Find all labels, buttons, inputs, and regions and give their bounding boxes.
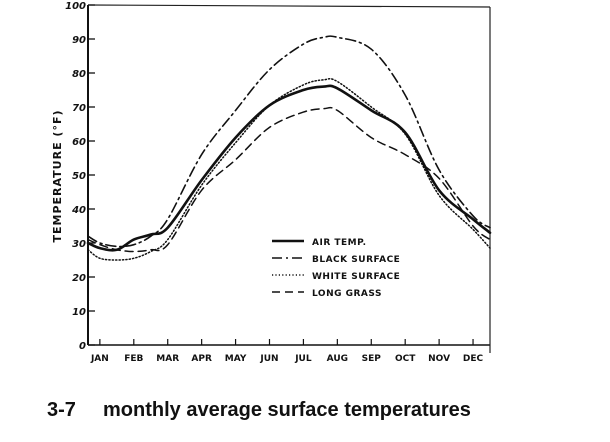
y-tick-label: 0 xyxy=(79,341,86,352)
x-tick-label: MAY xyxy=(225,354,247,364)
series-line-long-grass xyxy=(87,106,491,253)
y-tick-label: 100 xyxy=(65,1,86,12)
figure-caption: 3-7 monthly average surface temperatures xyxy=(47,399,471,422)
x-tick-label: DEC xyxy=(463,354,484,364)
series-line-white-surface xyxy=(87,77,491,261)
x-tick-label: APR xyxy=(191,354,212,364)
legend: AIR TEMP. BLACK SURFACE WHITE SURFACE LONG … xyxy=(272,238,400,299)
x-tick-label: AUG xyxy=(327,354,348,364)
x-tick-label: NOV xyxy=(428,354,450,364)
x-axis-ticks: JAN FEB MAR APR MAY JUN JUL AUG SEP OCT NOV DEC xyxy=(90,339,484,364)
legend-label-air-temp: AIR TEMP. xyxy=(312,238,366,248)
legend-label-long-grass: LONG GRASS xyxy=(312,289,382,299)
x-tick-label: JAN xyxy=(90,354,109,364)
x-tick-label: FEB xyxy=(124,354,143,364)
legend-label-white-surface: WHITE SURFACE xyxy=(312,272,400,282)
y-tick-label: 30 xyxy=(72,239,86,250)
y-tick-label: 20 xyxy=(72,273,86,284)
figure-caption-text: monthly average surface temperatures xyxy=(103,399,471,421)
series-lines xyxy=(86,35,492,261)
y-tick-label: 80 xyxy=(72,69,86,80)
y-tick-label: 90 xyxy=(72,35,86,46)
x-tick-label: MAR xyxy=(156,354,179,364)
y-axis-ticks: 0 10 20 30 40 50 60 70 80 90 100 xyxy=(65,1,95,352)
figure-number: 3-7 xyxy=(47,399,76,421)
y-tick-label: 40 xyxy=(71,205,86,216)
y-tick-label: 10 xyxy=(72,307,86,318)
y-axis-label: TEMPERATURE (°F) xyxy=(51,110,64,243)
series-line-air-temp xyxy=(86,84,492,252)
y-tick-label: 70 xyxy=(72,103,86,114)
x-tick-label: SEP xyxy=(362,354,382,364)
y-tick-label: 60 xyxy=(72,137,86,148)
series-line-black-surface xyxy=(87,35,491,248)
legend-label-black-surface: BLACK SURFACE xyxy=(312,255,400,265)
x-tick-label: JUL xyxy=(294,354,312,364)
top-border-line xyxy=(87,4,491,8)
x-tick-label: JUN xyxy=(259,354,278,364)
y-tick-label: 50 xyxy=(72,171,86,182)
x-tick-label: OCT xyxy=(395,354,416,364)
